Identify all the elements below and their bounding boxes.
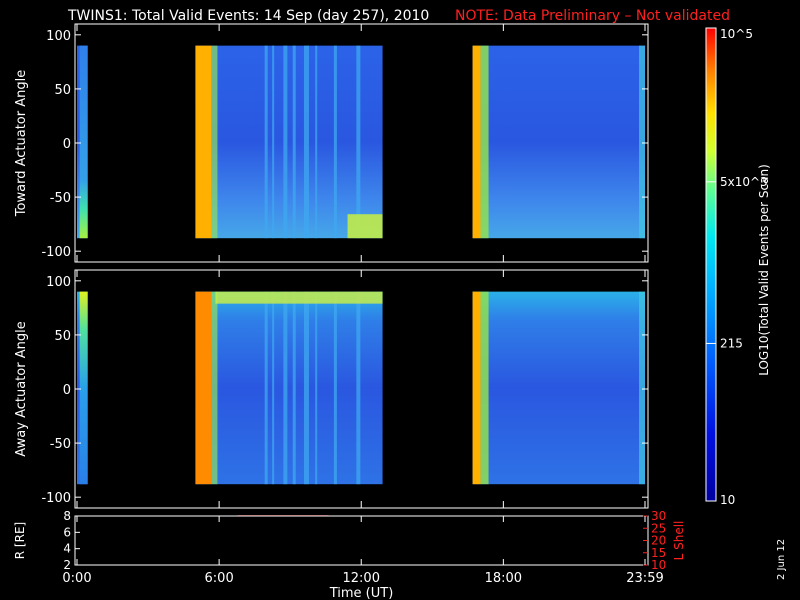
colorbar-tick-label: 215	[720, 336, 743, 350]
heatmap-stripe	[333, 45, 337, 239]
colorbar	[705, 27, 717, 502]
heatmap-warm-band	[480, 45, 489, 239]
colorbar-label: LOG10(Total Valid Events per Scan)	[757, 164, 771, 376]
heatmap-hot-band	[195, 45, 212, 239]
colorbar-tick-label: 5x10^3	[720, 175, 768, 189]
y-tick-label-left: 6	[63, 525, 71, 539]
colorbar-ticks: 10 215 5x10^3 10^5	[706, 27, 768, 507]
y-tick-label: -50	[50, 437, 71, 452]
heatmap-hot-band	[472, 291, 481, 485]
colorbar-tick-label: 10	[720, 493, 735, 507]
x-axis-label: Time (UT)	[329, 586, 394, 600]
y-tick-label-right: 20	[651, 534, 666, 548]
heatmap-stripe	[292, 45, 296, 239]
x-tick-label: 0:00	[62, 571, 91, 586]
y-axis-label: Toward Actuator Angle	[14, 70, 29, 217]
y-tick-label: -100	[41, 491, 71, 506]
orbit-ylabel-left: R [RE]	[13, 522, 27, 559]
heatmap-stripe	[303, 291, 309, 485]
heatmap-stripe	[283, 291, 288, 485]
y-tick-label-right: 10	[651, 558, 666, 572]
x-tick-label: 18:00	[485, 571, 522, 586]
y-tick-label-right: 30	[651, 509, 666, 523]
heatmap-stripe	[356, 291, 361, 485]
date-stamp: 2 Jun 12	[776, 538, 787, 580]
heatmap-edge-band	[79, 45, 88, 239]
x-tick-label: 12:00	[343, 571, 380, 586]
heatmap-stripe	[272, 45, 275, 239]
heatmap-edge-band	[79, 291, 88, 485]
away-heatmap-panel	[77, 291, 645, 485]
heatmap-stripe	[303, 45, 309, 239]
heatmap-edge-band	[639, 291, 645, 485]
heatmap-block	[195, 291, 383, 485]
y-tick-label: -50	[50, 191, 71, 206]
heatmap-stripe	[333, 291, 337, 485]
y-tick-label-left: 4	[63, 542, 71, 556]
orbit-ylabel-right: L Shell	[672, 521, 686, 561]
colorbar-tick-label: 10^5	[720, 27, 753, 41]
y-tick-label: -100	[41, 245, 71, 260]
y-tick-label: 0	[63, 383, 71, 398]
y-tick-label-right: 25	[651, 521, 666, 535]
heatmap-warm-band	[211, 45, 218, 239]
x-tick-label: 6:00	[205, 571, 234, 586]
chart-title: TWINS1: Total Valid Events: 14 Sep (day …	[68, 8, 430, 24]
y-tick-label: 0	[63, 137, 71, 152]
heatmap-stripe	[315, 291, 318, 485]
orbit-frame	[74, 515, 649, 566]
heatmap-stripe	[264, 291, 268, 485]
heatmap-stripe	[272, 291, 275, 485]
heatmap-warm-strip	[215, 291, 383, 304]
y-tick-label: 50	[54, 83, 71, 98]
heatmap-stripe	[292, 291, 296, 485]
heatmap-warm-patch	[347, 214, 383, 239]
y-tick-label: 100	[46, 29, 71, 44]
heatmap-stripe	[283, 45, 288, 239]
heatmap-warm-band	[480, 291, 489, 485]
y-tick-label-left: 8	[63, 509, 71, 523]
y-axis-label: Away Actuator Angle	[14, 321, 29, 456]
heatmap-hot-band	[472, 45, 481, 239]
y-tick-label-left: 2	[63, 558, 71, 572]
y-tick-label-right: 15	[651, 546, 666, 560]
heatmap-stripe	[356, 45, 361, 239]
x-tick-label: 23:59	[626, 571, 663, 586]
heatmap-block	[472, 45, 645, 239]
heatmap-edge-band	[639, 45, 645, 239]
heatmap-warm-band	[211, 291, 218, 485]
heatmap-hot-band	[195, 291, 212, 485]
toward-heatmap-panel	[77, 45, 645, 239]
heatmap-block	[195, 45, 383, 239]
y-tick-label: 100	[46, 275, 71, 290]
heatmap-stripe	[315, 45, 318, 239]
y-tick-label: 50	[54, 329, 71, 344]
heatmap-block	[472, 291, 645, 485]
preliminary-note: NOTE: Data Preliminary – Not validated	[455, 8, 730, 24]
heatmap-stripe	[264, 45, 268, 239]
